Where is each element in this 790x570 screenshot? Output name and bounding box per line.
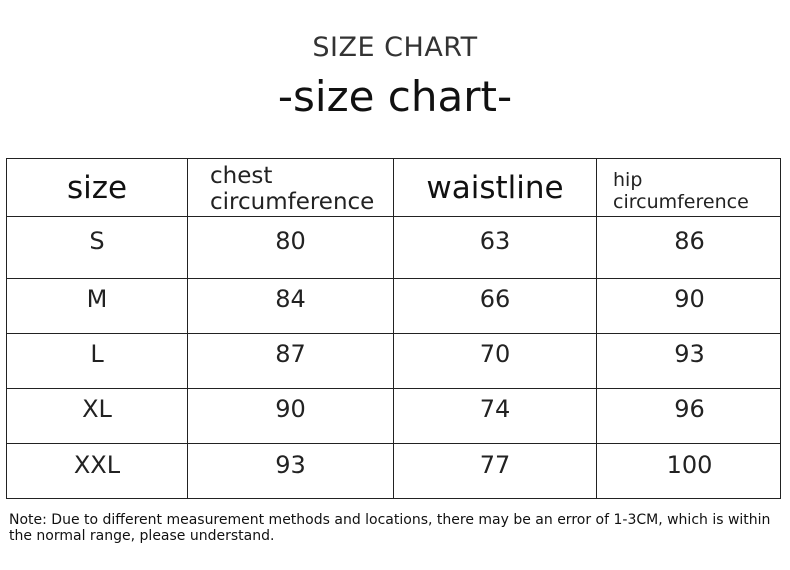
cell-chest: 80 <box>275 226 306 255</box>
header-chest-line1: chest <box>210 163 273 189</box>
header-waistline: waistline <box>426 169 564 206</box>
size-table: size chest circumference waistline hip c… <box>6 158 781 499</box>
cell-hip: 96 <box>674 395 705 423</box>
cell-waist: 66 <box>479 285 511 313</box>
row-divider <box>7 388 780 389</box>
cell-hip: 86 <box>674 226 705 255</box>
cell-waist: 77 <box>479 450 511 479</box>
cell-chest: 87 <box>275 340 306 368</box>
row-divider <box>7 443 780 444</box>
cell-chest: 90 <box>275 395 306 423</box>
subtitle: -size chart- <box>277 72 513 121</box>
cell-size: S <box>89 226 105 255</box>
row-divider <box>7 216 780 217</box>
header-chest-line2: circumference <box>210 189 375 215</box>
column-divider <box>596 159 597 498</box>
header-hip-line1: hip <box>613 169 643 191</box>
cell-hip: 100 <box>666 450 713 479</box>
cell-hip: 93 <box>674 340 705 368</box>
row-divider <box>7 278 780 279</box>
cell-size: M <box>86 285 108 313</box>
row-divider <box>7 333 780 334</box>
cell-size: XXL <box>73 450 121 479</box>
cell-hip: 90 <box>674 285 705 313</box>
cell-chest: 93 <box>275 450 306 479</box>
cell-size: L <box>90 340 104 368</box>
column-divider <box>187 159 188 498</box>
header-hip: hip circumference <box>597 159 782 216</box>
cell-size: XL <box>82 395 112 423</box>
cell-chest: 84 <box>275 285 306 313</box>
header-hip-line2: circumference <box>613 191 749 213</box>
measurement-note: Note: Due to different measurement metho… <box>9 512 771 544</box>
cell-waist: 63 <box>479 226 511 255</box>
header-chest: chest circumference <box>188 159 393 216</box>
title: SIZE CHART <box>312 32 478 63</box>
header-size: size <box>66 169 128 206</box>
cell-waist: 70 <box>479 340 511 368</box>
cell-waist: 74 <box>479 395 511 423</box>
column-divider <box>393 159 394 498</box>
